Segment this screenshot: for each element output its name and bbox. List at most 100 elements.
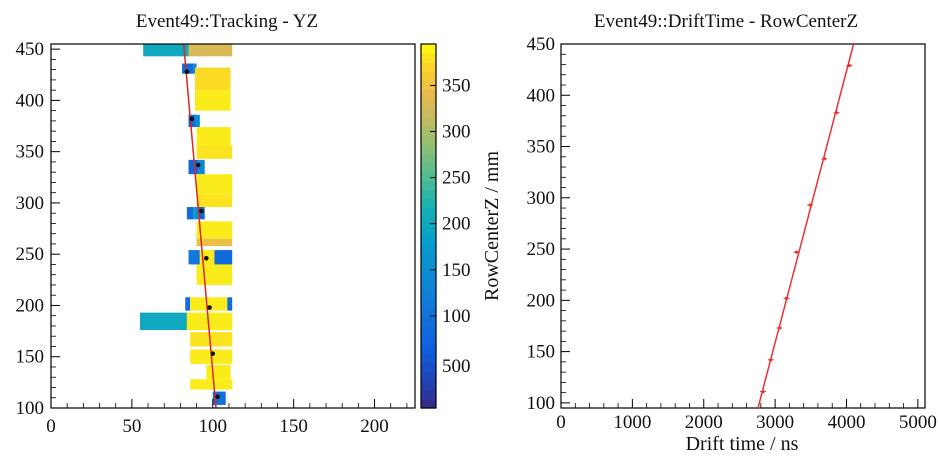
heatmap-cell (214, 250, 233, 265)
colorbar-swatch (421, 371, 436, 382)
colorbar-frame (420, 43, 437, 409)
colorbar-swatch (421, 226, 436, 236)
colorbar-tick-label: 100 (442, 306, 470, 327)
colorbar-swatch (421, 144, 436, 154)
right-data-points (759, 63, 853, 394)
heatmap-cell (188, 159, 199, 175)
colorbar-swatch (421, 307, 436, 318)
data-point (794, 250, 799, 254)
colorbar-swatch (421, 153, 436, 163)
colorbar-swatch (421, 389, 436, 400)
colorbar-swatch (421, 207, 436, 218)
heatmap-cell (198, 159, 205, 175)
colorbar-swatch (421, 298, 436, 309)
y-tick-label: 100 (16, 398, 45, 419)
heatmap-cell (196, 221, 233, 239)
fit-line (757, 43, 855, 409)
right-fit-line-group (757, 43, 855, 409)
right-y-axis: 100 150 200 250 300 350 400 450 (527, 34, 570, 414)
colorbar-swatch (421, 262, 436, 273)
data-point (777, 326, 781, 330)
colorbar-swatch (421, 135, 436, 145)
colorbar-swatch (421, 62, 436, 72)
data-point (834, 111, 839, 115)
y-tick-label: 200 (16, 295, 45, 316)
colorbar-swatch (421, 116, 436, 127)
colorbar-swatch (421, 198, 436, 209)
track-points (184, 69, 220, 400)
y-tick-label: 400 (527, 85, 556, 106)
drifttime-rowcenterz-chart: Event49::DriftTime - RowCenterZ 0 1000 200… (481, 11, 937, 455)
colorbar-swatch (421, 89, 436, 100)
heatmap-cell (185, 297, 191, 311)
heatmap-cell (196, 238, 233, 246)
heatmap-cell (186, 312, 233, 331)
y-tick-label: 350 (16, 142, 45, 163)
y-tick-label: 250 (527, 239, 556, 260)
track-point (215, 394, 220, 400)
colorbar-swatch (421, 235, 436, 245)
y-tick-label: 150 (527, 342, 556, 363)
x-tick-label: 50 (122, 416, 141, 437)
y-tick-label: 450 (527, 34, 556, 55)
left-y-axis: 100 150 200 250 300 350 400 450 (16, 39, 60, 419)
heatmap-cell (188, 250, 200, 265)
colorbar-tick-label: 500 (442, 356, 470, 377)
colorbar-swatch (421, 253, 436, 263)
colorbar-swatch (421, 162, 436, 172)
heatmap-cell (193, 207, 199, 220)
heatmap-cell (194, 114, 200, 128)
data-point (808, 203, 812, 207)
x-tick-label: 150 (279, 416, 308, 437)
data-point (784, 296, 789, 300)
y-tick-label: 400 (16, 90, 45, 111)
x-tick-label: 5000 (899, 412, 937, 433)
x-tick-label: 2000 (685, 412, 723, 433)
colorbar-swatch (421, 380, 436, 391)
y-tick-label: 100 (527, 393, 556, 414)
x-tick-label: 200 (360, 416, 389, 437)
track-point (189, 116, 195, 122)
left-x-axis: 0 50 100 150 200 (46, 399, 408, 437)
colorbar-swatch (421, 71, 436, 81)
colorbar-axis: 100 150 200 250 300 350 500 (430, 75, 470, 377)
track-point (199, 208, 204, 214)
y-tick-label: 300 (16, 193, 45, 214)
x-tick-label: 3000 (756, 412, 794, 433)
colorbar-swatch (421, 53, 436, 63)
colorbar-tick-label: 250 (442, 168, 470, 189)
colorbar-swatch (421, 326, 436, 336)
colorbar-swatch (421, 335, 436, 345)
right-plot-frame (560, 43, 926, 409)
data-point (761, 389, 765, 394)
tracking-yz-chart: Event49::Tracking - YZ 0 50 100 150 200 1001… (16, 11, 471, 437)
x-tick-label: 4000 (827, 412, 865, 433)
colorbar-swatch (421, 353, 436, 364)
colorbar-swatch (421, 271, 436, 282)
track-point (195, 162, 201, 168)
heatmap-cell (190, 332, 233, 347)
heatmap-cell (196, 127, 231, 146)
colorbar-swatch (421, 107, 436, 118)
colorbar-tick-label: 300 (442, 122, 470, 143)
data-point (847, 63, 851, 68)
colorbar-swatch (421, 171, 436, 182)
heatmap-cell (143, 44, 189, 57)
colorbar-swatch (421, 80, 436, 91)
heatmap-cell (206, 364, 231, 380)
x-tick-label: 100 (199, 416, 228, 437)
left-chart-title: Event49::Tracking - YZ (136, 11, 318, 32)
right-x-axis-label: Drift time / ns (686, 433, 799, 455)
colorbar-swatch (421, 289, 436, 300)
track-point (210, 351, 216, 356)
colorbar-swatch (421, 244, 436, 254)
y-tick-label: 350 (527, 137, 556, 158)
heatmap-cell (190, 379, 233, 390)
heatmap-cell (196, 194, 233, 208)
y-tick-label: 250 (16, 244, 45, 265)
heatmap-cell (182, 63, 194, 74)
y-tick-label: 200 (527, 290, 556, 311)
colorbar-swatch (421, 317, 436, 327)
heatmap-cell (194, 67, 231, 91)
colorbar-swatch (421, 280, 436, 291)
